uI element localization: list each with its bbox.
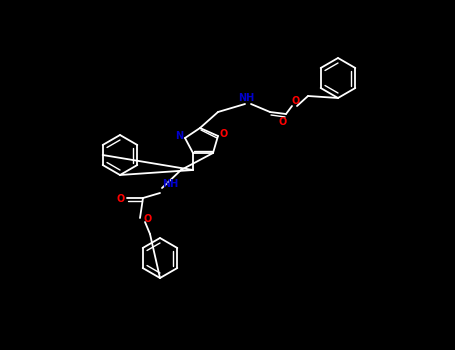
Text: O: O	[279, 117, 287, 127]
Text: O: O	[117, 194, 125, 204]
Text: O: O	[220, 129, 228, 139]
Text: O: O	[144, 214, 152, 224]
Text: N: N	[175, 131, 183, 141]
Text: NH: NH	[162, 179, 178, 189]
Text: O: O	[292, 96, 300, 106]
Text: NH: NH	[238, 93, 254, 103]
